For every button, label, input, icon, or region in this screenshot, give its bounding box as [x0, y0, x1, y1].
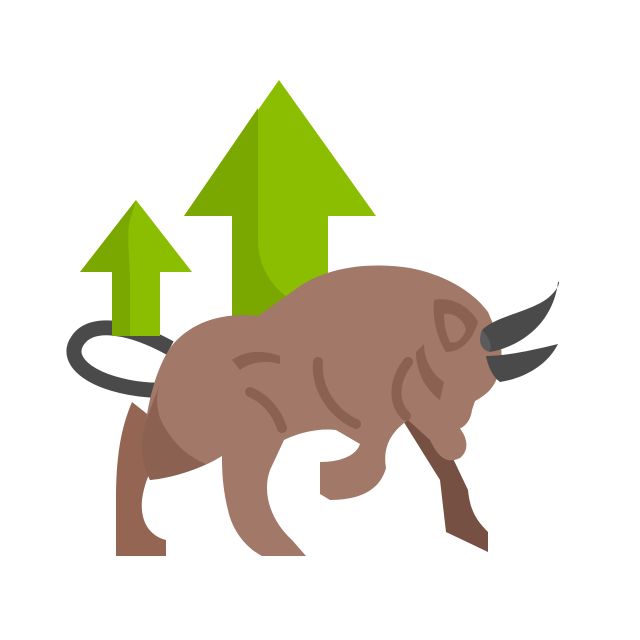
bull-horns-icon — [480, 281, 559, 382]
large-up-arrow-icon — [184, 80, 376, 336]
bull-head — [416, 295, 500, 431]
bull-front-leg-back — [400, 410, 488, 552]
small-up-arrow-icon — [80, 200, 192, 336]
bull-body — [141, 265, 502, 556]
